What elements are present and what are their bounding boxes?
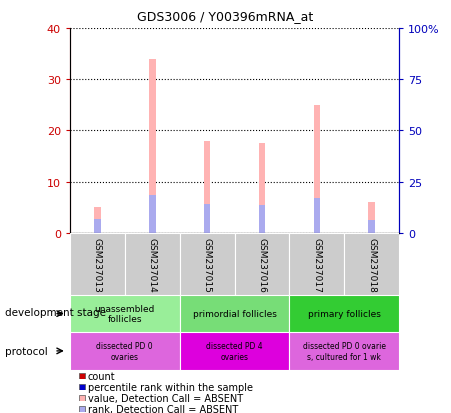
Text: dissected PD 0
ovaries: dissected PD 0 ovaries [97,342,153,361]
Bar [259,144,265,233]
Text: development stage: development stage [5,307,106,317]
Text: GSM237016: GSM237016 [258,237,267,292]
Bar [259,206,265,233]
Text: unassembled
follicles: unassembled follicles [95,304,155,323]
Text: GSM237013: GSM237013 [93,237,102,292]
Bar [313,106,320,233]
Bar [313,199,320,233]
Text: primordial follicles: primordial follicles [193,309,276,318]
Bar [179,233,235,295]
Text: GSM237018: GSM237018 [367,237,376,292]
Bar [149,195,156,233]
Text: value, Detection Call = ABSENT: value, Detection Call = ABSENT [88,393,243,403]
Text: rank, Detection Call = ABSENT: rank, Detection Call = ABSENT [88,404,238,413]
Bar [344,233,399,295]
Bar [70,332,179,370]
Text: percentile rank within the sample: percentile rank within the sample [88,382,253,392]
Bar [70,295,179,332]
Text: GSM237017: GSM237017 [313,237,321,292]
Bar [149,59,156,233]
Bar [125,233,179,295]
Text: protocol: protocol [5,346,47,356]
Bar [368,220,375,233]
Bar [290,332,399,370]
Text: dissected PD 4
ovaries: dissected PD 4 ovaries [206,342,263,361]
Bar [70,233,125,295]
Bar [94,208,101,233]
Bar [179,332,290,370]
Text: GSM237015: GSM237015 [202,237,212,292]
Bar [235,233,290,295]
Text: primary follicles: primary follicles [308,309,381,318]
Text: dissected PD 0 ovarie
s, cultured for 1 wk: dissected PD 0 ovarie s, cultured for 1 … [303,342,386,361]
Text: GDS3006 / Y00396mRNA_at: GDS3006 / Y00396mRNA_at [138,10,313,23]
Bar [368,203,375,233]
Text: GSM237014: GSM237014 [148,237,156,292]
Bar [94,219,101,233]
Bar [290,233,344,295]
Bar [204,141,210,233]
Bar [179,295,290,332]
Bar [204,205,210,233]
Bar [290,295,399,332]
Text: count: count [88,371,115,381]
